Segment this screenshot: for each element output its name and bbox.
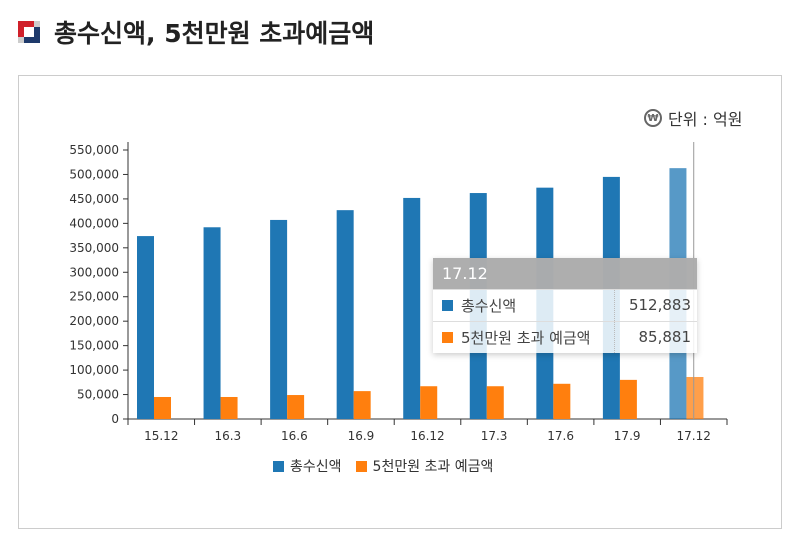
tooltip: 17.12 총수신액 512,883 5천만원 초과 예금액 85,881 <box>433 258 697 353</box>
bar-total <box>336 210 354 419</box>
y-tick-label: 0 <box>111 412 119 426</box>
y-tick-label: 450,000 <box>69 192 119 206</box>
bar-total <box>403 197 421 419</box>
page-title: 총수신액, 5천만원 초과예금액 <box>18 14 374 50</box>
y-tick-label: 100,000 <box>69 363 119 377</box>
bar-over <box>154 396 171 419</box>
y-tick-label: 550,000 <box>69 143 119 157</box>
tooltip-value: 85,881 <box>614 322 697 353</box>
bar-over <box>553 383 571 419</box>
legend-label: 총수신액 <box>290 459 342 475</box>
y-tick-label: 300,000 <box>69 265 119 279</box>
x-tick-label: 16.9 <box>348 429 375 443</box>
legend-item-total[interactable]: 총수신액 <box>273 456 342 476</box>
title-text: 총수신액, 5천만원 초과예금액 <box>54 19 375 48</box>
tooltip-row: 총수신액 512,883 <box>433 289 697 321</box>
bar-total <box>270 219 288 419</box>
x-tick-label: 17.12 <box>677 429 711 443</box>
tooltip-series-name: 5천만원 초과 예금액 <box>461 329 591 347</box>
y-tick-label: 350,000 <box>69 241 119 255</box>
bar-over <box>287 395 305 419</box>
unit-text: 단위 : 억원 <box>668 110 743 129</box>
bar-over <box>353 391 371 419</box>
legend-item-over[interactable]: 5천만원 초과 예금액 <box>355 456 494 476</box>
x-tick-label: 17.9 <box>614 429 641 443</box>
legend: 총수신액 5천만원 초과 예금액 <box>273 456 493 476</box>
y-tick-label: 500,000 <box>69 167 119 181</box>
tooltip-row: 5천만원 초과 예금액 85,881 <box>433 321 697 353</box>
won-icon: ₩ <box>644 109 662 127</box>
y-tick-label: 400,000 <box>69 216 119 230</box>
x-tick-label: 16.3 <box>214 429 241 443</box>
y-tick-label: 200,000 <box>69 314 119 328</box>
unit-label: ₩ 단위 : 억원 <box>644 106 742 130</box>
y-tick-label: 150,000 <box>69 339 119 353</box>
chart-container <box>18 75 782 529</box>
legend-label: 5천만원 초과 예금액 <box>372 459 494 475</box>
bar-over <box>420 386 438 419</box>
logo-icon <box>18 21 40 43</box>
x-tick-label: 17.6 <box>547 429 574 443</box>
x-tick-label: 16.6 <box>281 429 308 443</box>
bar-over <box>619 379 637 419</box>
x-tick-label: 16.12 <box>410 429 444 443</box>
bar-over <box>486 386 504 419</box>
y-tick-label: 250,000 <box>69 290 119 304</box>
tooltip-title: 17.12 <box>433 258 697 289</box>
x-tick-label: 17.3 <box>481 429 508 443</box>
x-tick-label: 15.12 <box>144 429 178 443</box>
tooltip-series-name: 총수신액 <box>461 297 517 315</box>
y-tick-label: 50,000 <box>77 388 119 402</box>
bar-total <box>203 227 221 419</box>
bar-over <box>686 376 704 419</box>
tooltip-value: 512,883 <box>614 290 697 321</box>
bar-over <box>220 396 238 419</box>
bar-total <box>137 236 154 419</box>
